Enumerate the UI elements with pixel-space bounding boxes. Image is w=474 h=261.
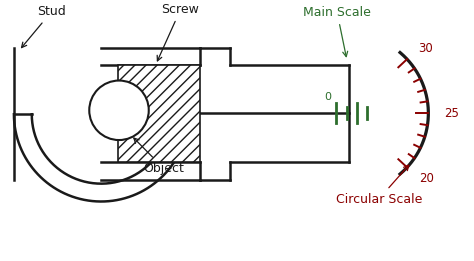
Circle shape bbox=[89, 81, 149, 140]
Text: Main Scale: Main Scale bbox=[303, 6, 371, 57]
Text: 20: 20 bbox=[419, 172, 434, 185]
Text: Circular Scale: Circular Scale bbox=[336, 165, 422, 206]
Text: 25: 25 bbox=[444, 107, 459, 120]
Text: 30: 30 bbox=[419, 42, 433, 55]
Text: 0: 0 bbox=[324, 92, 331, 102]
Polygon shape bbox=[118, 65, 201, 162]
Text: Object: Object bbox=[134, 138, 184, 175]
Text: Stud: Stud bbox=[21, 5, 66, 48]
Text: Screw: Screw bbox=[157, 3, 200, 61]
